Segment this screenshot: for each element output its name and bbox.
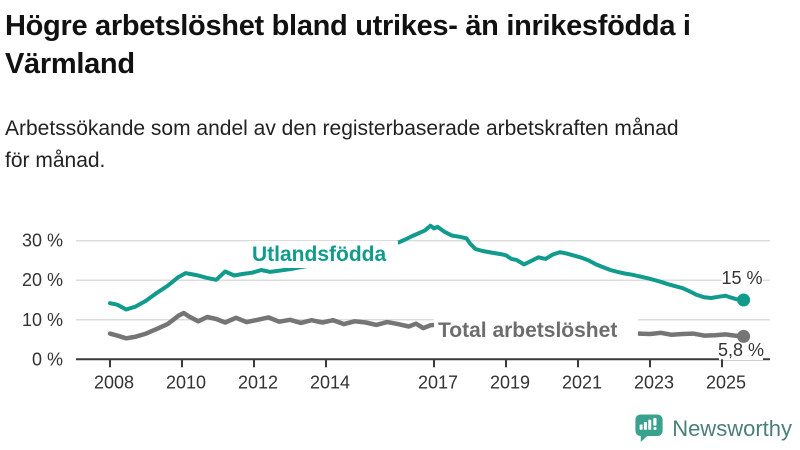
bar-small	[639, 424, 643, 430]
end-value-label-total: 5,8 %	[718, 340, 764, 360]
label-knockout	[722, 266, 763, 289]
label-knockout	[248, 241, 398, 268]
x-axis-tick-label: 2008	[94, 372, 134, 392]
y-axis-tick-label: 30 %	[22, 231, 63, 251]
label-knockout	[719, 341, 763, 360]
series-label-utlandsfodda: Utlandsfödda	[252, 243, 386, 266]
newsworthy-logo-icon	[635, 414, 663, 443]
bar-medium	[644, 422, 648, 430]
end-value-label-utlandsfodda: 15 %	[721, 268, 762, 288]
x-axis-tick-label: 2025	[706, 372, 746, 392]
series-label-total: Total arbetslöshet	[438, 319, 617, 342]
title-line-1: Högre arbetslöshet bland utrikes- än inr…	[5, 10, 691, 42]
exclamation-dot	[653, 427, 657, 430]
series-line-total	[107, 310, 746, 341]
subtitle-line-2: för månad.	[5, 148, 106, 172]
chart-subtitle: Arbetssökande som andel av den registerb…	[5, 113, 792, 176]
end-dot-total	[737, 329, 751, 343]
x-axis-tick-label: 2019	[490, 372, 530, 392]
y-axis-tick-label: 10 %	[22, 310, 63, 330]
exclamation-stem	[653, 417, 657, 426]
chart-header: Högre arbetslöshet bland utrikes- än inr…	[0, 0, 800, 176]
title-line-2: Värmland	[5, 47, 135, 80]
line-chart: 0 % 10 % 20 % 30 % Utlandsfödda Total arbetsl…	[22, 223, 770, 392]
subtitle-line-1: Arbetssökande som andel av den registerb…	[5, 117, 679, 141]
x-axis-tick-label: 2012	[238, 372, 278, 392]
brand-name: Newsworthy	[672, 415, 792, 441]
label-knockout	[434, 317, 638, 343]
y-axis-tick-label: 20 %	[22, 270, 63, 290]
x-axis-tick-label: 2014	[310, 372, 350, 392]
x-axis-tick-label: 2023	[634, 372, 674, 392]
end-dot-utlandsfodda	[737, 293, 751, 307]
x-axis-tick-label: 2017	[418, 372, 458, 392]
series-line-utlandsfodda	[108, 223, 746, 312]
brand-footer[interactable]: Newsworthy	[634, 413, 792, 444]
chart-title: Högre arbetslöshet bland utrikes- än inr…	[5, 8, 792, 83]
x-axis-tick-label: 2021	[562, 372, 602, 392]
x-axis-tick-label: 2010	[166, 372, 206, 392]
bar-large	[648, 419, 652, 430]
y-axis-tick-label: 0 %	[32, 349, 63, 369]
